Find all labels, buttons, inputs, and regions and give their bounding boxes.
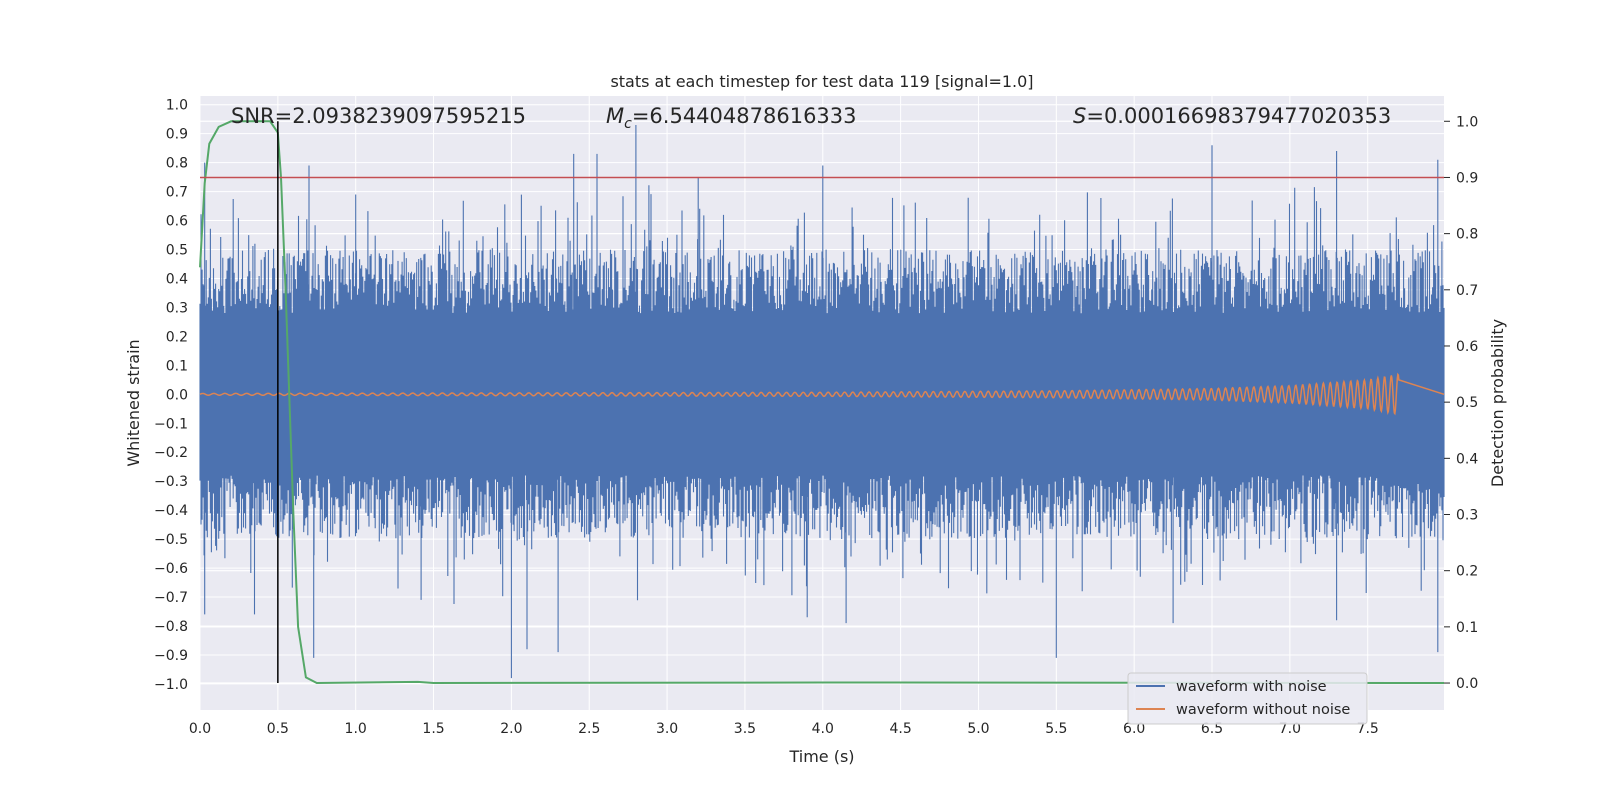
x-tick-label: 5.5: [1045, 721, 1067, 737]
y-tick-label: −1.0: [154, 677, 188, 693]
x-tick-label: 4.5: [889, 721, 911, 737]
y-tick-label: 0.6: [166, 214, 188, 230]
y-tick-label: 0.9: [166, 127, 188, 143]
y-tick-label: −0.3: [154, 474, 188, 490]
x-axis-label: Time (s): [788, 747, 854, 766]
x-tick-label: 0.0: [189, 721, 211, 737]
legend-label-clean: waveform without noise: [1176, 702, 1350, 718]
y-right-tick-label: 0.0: [1456, 676, 1478, 692]
series-waveform-without-noise: [199, 372, 1445, 416]
y-tick-label: −0.9: [154, 648, 188, 664]
y-right-tick-label: 0.8: [1456, 227, 1478, 243]
x-tick-label: 7.5: [1357, 721, 1379, 737]
y-right-tick-label: 0.1: [1456, 620, 1478, 636]
series-detection-probability: [199, 120, 1445, 685]
x-tick-label: 1.5: [422, 721, 444, 737]
x-tick-label: 5.0: [967, 721, 989, 737]
y-tick-label: −0.6: [154, 561, 188, 577]
annotation-mc: Mc=6.54404878616333: [606, 104, 857, 132]
y-tick-label: −0.5: [154, 532, 188, 548]
y-tick-label: 1.0: [166, 98, 188, 114]
y-right-axis-label: Detection probability: [1488, 319, 1507, 487]
x-tick-label: 4.0: [812, 721, 834, 737]
chart-title: stats at each timestep for test data 119…: [610, 72, 1033, 91]
y-tick-label: −0.2: [154, 445, 188, 461]
x-tick-label: 6.5: [1201, 721, 1223, 737]
y-right-tick-label: 0.6: [1456, 339, 1478, 355]
y-axis-label: Whitened strain: [124, 339, 143, 466]
clean-trace: [199, 372, 1445, 416]
x-axis-ticks: 0.0 0.5 1.0 1.5 2.0 2.5 3.0 3.5 4.0 4.5 5.0 5.5 6.0 6…: [189, 721, 1379, 737]
legend-box: [1127, 672, 1368, 725]
y-tick-label: 0.2: [166, 329, 188, 345]
annotation-mc-symbol: M: [606, 104, 624, 128]
y-tick-label: −0.7: [154, 590, 188, 606]
y-tick-label: −0.8: [154, 619, 188, 635]
x-tick-label: 6.0: [1123, 721, 1145, 737]
x-tick-label: 2.5: [578, 721, 600, 737]
y-right-tick-label: 0.2: [1456, 564, 1478, 580]
y-right-tick-label: 0.5: [1456, 395, 1478, 411]
probability-trace: [199, 120, 1445, 685]
y-tick-label: −0.4: [154, 503, 188, 519]
y-axis-ticks: 1.0 0.9 0.8 0.7 0.6 0.5 0.4 0.3 0.2 0.1 0.0 −0.1 −0.…: [154, 98, 188, 693]
y-right-tick-label: 0.9: [1456, 170, 1478, 186]
y-right-tick-label: 0.3: [1456, 508, 1478, 524]
annotation-s-value: =0.00016698379477020353: [1086, 104, 1391, 128]
x-tick-label: 3.5: [734, 721, 756, 737]
annotation-s-symbol: S: [1073, 104, 1086, 128]
annotation-mc-value: =6.54404878616333: [632, 104, 857, 128]
x-tick-label: 3.0: [656, 721, 678, 737]
y-right-tick-label: 0.7: [1456, 283, 1478, 299]
y-tick-label: 0.3: [166, 300, 188, 316]
x-tick-label: 1.0: [345, 721, 367, 737]
y-tick-label: 0.7: [166, 185, 188, 201]
y-tick-label: 0.5: [166, 243, 188, 259]
legend: waveform with noise waveform without noi…: [1127, 672, 1368, 725]
annotation-s: S=0.00016698379477020353: [1073, 104, 1391, 128]
annotation-mc-sub: c: [624, 116, 632, 132]
x-tick-label: 2.0: [500, 721, 522, 737]
x-tick-label: 7.0: [1279, 721, 1301, 737]
reference-lines: [200, 121, 1444, 684]
y-tick-label: 0.4: [166, 271, 188, 287]
y-tick-label: −0.1: [154, 416, 188, 432]
y-right-axis-ticks: 1.0 0.9 0.8 0.7 0.6 0.5 0.4 0.3 0.2 0.1 0.0: [1444, 114, 1478, 692]
y-tick-label: 0.8: [166, 156, 188, 172]
annotation-snr: SNR=2.0938239097595215: [231, 104, 526, 128]
y-right-tick-label: 0.4: [1456, 451, 1478, 467]
y-tick-label: 0.1: [166, 358, 188, 374]
legend-label-noise: waveform with noise: [1176, 679, 1327, 695]
x-tick-label: 0.5: [267, 721, 289, 737]
y-tick-label: 0.0: [166, 387, 188, 403]
y-right-tick-label: 1.0: [1456, 114, 1478, 130]
